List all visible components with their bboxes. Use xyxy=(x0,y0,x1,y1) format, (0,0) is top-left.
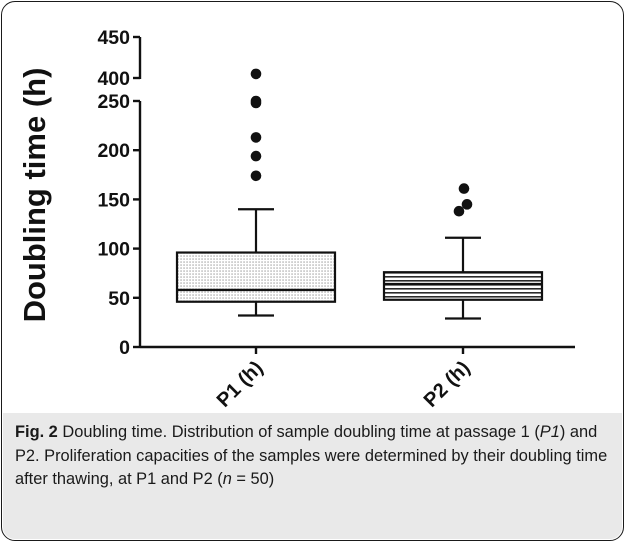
caption-text-p1: P1 xyxy=(539,423,560,441)
outlier-point xyxy=(250,68,262,80)
caption-text-1: Distribution of sample doubling time at … xyxy=(171,423,540,441)
outlier-point xyxy=(250,95,262,107)
y-axis-label: Doubling time (h) xyxy=(17,68,52,323)
caption-text-n: n xyxy=(222,470,232,488)
y-tick-label: 150 xyxy=(97,189,130,211)
outlier-point xyxy=(250,170,262,182)
y-tick-label: 400 xyxy=(97,68,130,90)
y-tick-label: 50 xyxy=(108,288,130,310)
boxplot-chart: Doubling time (h) 050100150200250450400 … xyxy=(17,27,575,412)
outlier-point xyxy=(458,183,470,194)
x-tick-labels: P1 (h) P2 (h) xyxy=(213,347,475,412)
x-tick-label: P1 (h) xyxy=(213,357,268,412)
y-tick-label: 200 xyxy=(97,140,130,162)
figure-caption: Fig. 2 Doubling time. Distribution of sa… xyxy=(15,421,613,492)
iqr-box xyxy=(175,251,337,303)
y-axis: 0 50 100 150 200 250 450 400 xyxy=(97,27,575,359)
caption-text-3: = 50) xyxy=(231,470,275,488)
caption-text-2: ) and P2. Proliferation capacities of th… xyxy=(15,423,608,488)
outlier-point xyxy=(453,205,465,217)
outlier-point xyxy=(250,132,262,143)
caption-box: Fig. 2 Doubling time. Distribution of sa… xyxy=(3,413,622,539)
outlier-point xyxy=(250,150,262,162)
caption-title: Doubling time. xyxy=(62,423,168,441)
caption-figure-label: Fig. 2 xyxy=(15,423,58,441)
iqr-box xyxy=(382,271,544,301)
boxes-layer xyxy=(175,68,544,320)
y-tick-label: 250 xyxy=(97,91,130,113)
x-tick-label: P2 (h) xyxy=(420,357,475,412)
outlier-point xyxy=(461,199,473,210)
box-2 xyxy=(382,183,544,320)
y-tick-label: 450 xyxy=(97,27,130,49)
y-tick-label: 0 xyxy=(119,337,130,359)
y-tick-label: 100 xyxy=(97,239,130,261)
box-1 xyxy=(175,68,337,317)
